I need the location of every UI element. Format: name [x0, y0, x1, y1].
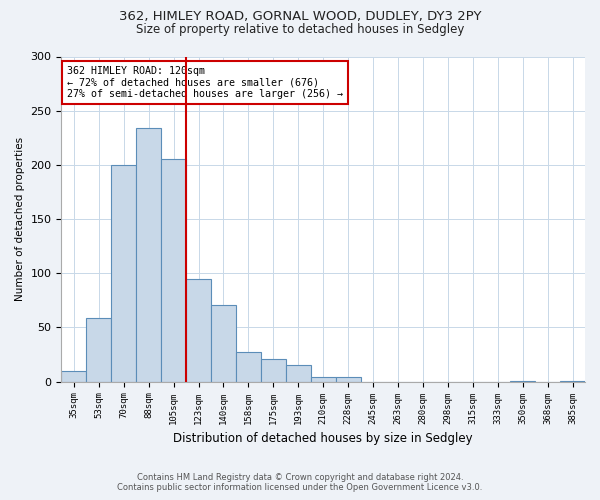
Bar: [111, 165, 136, 382]
Text: 362 HIMLEY ROAD: 120sqm
← 72% of detached houses are smaller (676)
27% of semi-d: 362 HIMLEY ROAD: 120sqm ← 72% of detache…: [67, 66, 343, 100]
Bar: [211, 304, 236, 382]
Bar: [186, 278, 211, 382]
Bar: [236, 352, 261, 382]
X-axis label: Distribution of detached houses by size in Sedgley: Distribution of detached houses by size …: [173, 432, 473, 445]
Bar: [311, 378, 335, 382]
Text: Size of property relative to detached houses in Sedgley: Size of property relative to detached ho…: [136, 22, 464, 36]
Bar: [335, 378, 361, 382]
Bar: [560, 380, 585, 382]
Text: 362, HIMLEY ROAD, GORNAL WOOD, DUDLEY, DY3 2PY: 362, HIMLEY ROAD, GORNAL WOOD, DUDLEY, D…: [119, 10, 481, 23]
Bar: [61, 371, 86, 382]
Bar: [286, 366, 311, 382]
Text: Contains HM Land Registry data © Crown copyright and database right 2024.
Contai: Contains HM Land Registry data © Crown c…: [118, 473, 482, 492]
Bar: [136, 128, 161, 382]
Bar: [510, 380, 535, 382]
Bar: [261, 359, 286, 382]
Y-axis label: Number of detached properties: Number of detached properties: [15, 137, 25, 301]
Bar: [86, 318, 111, 382]
Bar: [161, 160, 186, 382]
